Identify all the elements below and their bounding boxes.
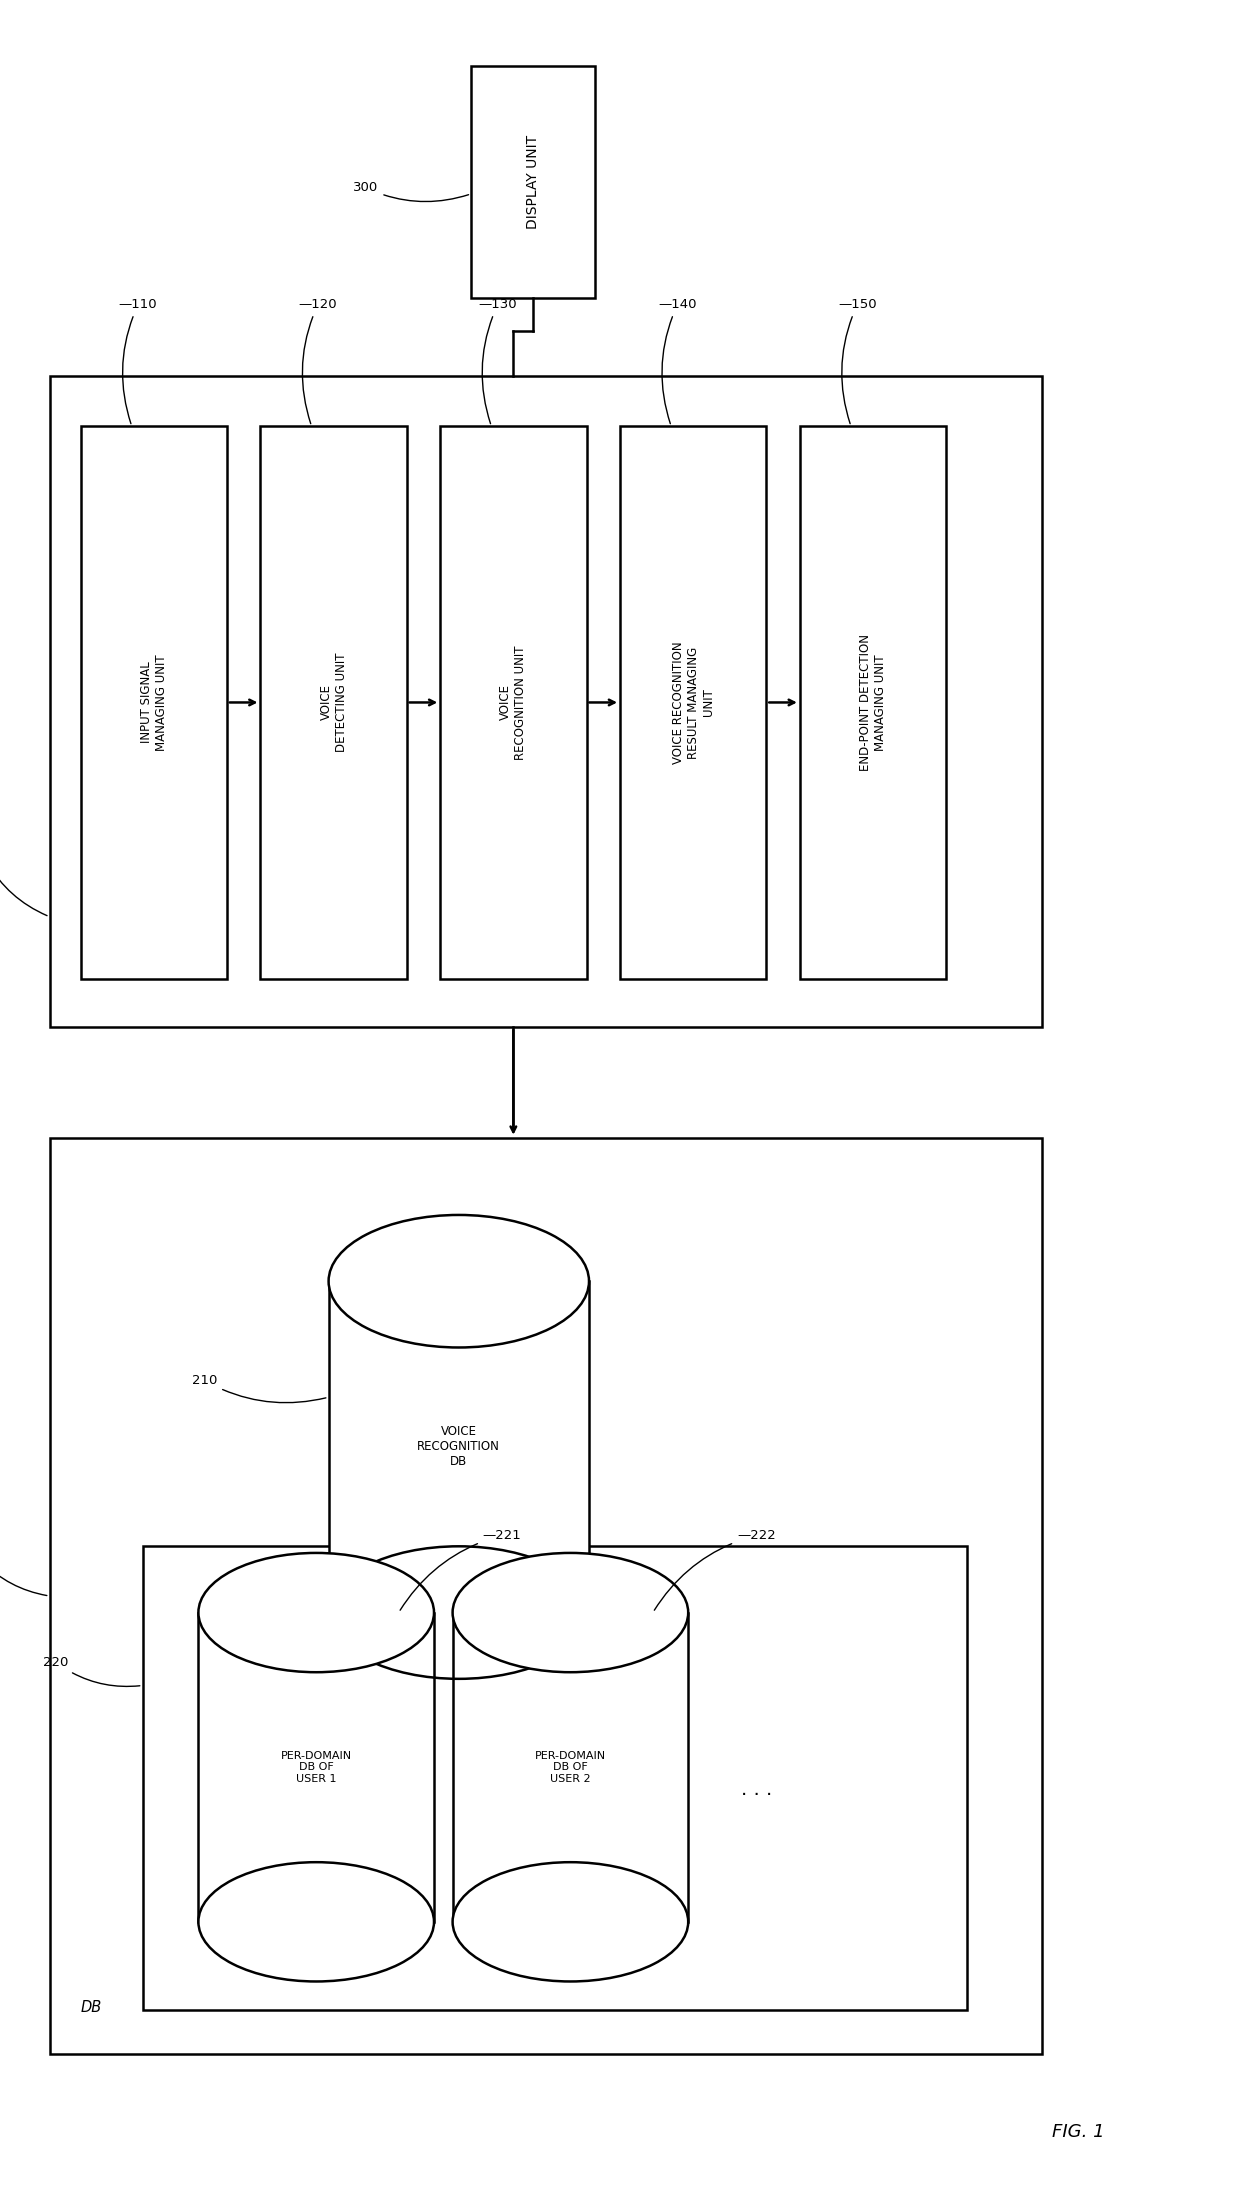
Ellipse shape	[453, 1553, 688, 1672]
FancyBboxPatch shape	[50, 376, 1042, 1027]
Text: PER-DOMAIN
DB OF
USER 1: PER-DOMAIN DB OF USER 1	[280, 1750, 352, 1785]
FancyBboxPatch shape	[260, 426, 407, 979]
Text: —222: —222	[655, 1529, 776, 1610]
Text: —140: —140	[658, 298, 697, 424]
Text: END-POINT DETECTION
MANAGING UNIT: END-POINT DETECTION MANAGING UNIT	[859, 634, 887, 771]
Text: 300: 300	[353, 181, 469, 201]
FancyBboxPatch shape	[440, 426, 587, 979]
Text: —221: —221	[401, 1529, 522, 1610]
FancyBboxPatch shape	[800, 426, 946, 979]
Text: . . .: . . .	[740, 1780, 773, 1798]
Text: —120: —120	[299, 298, 337, 424]
Text: —110: —110	[119, 298, 157, 424]
Text: 220: 220	[43, 1657, 140, 1685]
Text: VOICE
RECOGNITION UNIT: VOICE RECOGNITION UNIT	[500, 645, 527, 760]
Text: VOICE
RECOGNITION
DB: VOICE RECOGNITION DB	[418, 1425, 500, 1469]
FancyBboxPatch shape	[620, 426, 766, 979]
Text: —150: —150	[838, 298, 877, 424]
Text: DISPLAY UNIT: DISPLAY UNIT	[526, 135, 541, 230]
FancyBboxPatch shape	[198, 1613, 434, 1922]
Text: FIG. 1: FIG. 1	[1053, 2123, 1105, 2141]
Text: INPUT SIGNAL
MANAGING UNIT: INPUT SIGNAL MANAGING UNIT	[140, 654, 167, 751]
Ellipse shape	[329, 1215, 589, 1347]
FancyBboxPatch shape	[471, 66, 595, 298]
Text: 200: 200	[0, 1544, 47, 1595]
Text: DB: DB	[81, 1999, 102, 2015]
FancyBboxPatch shape	[143, 1546, 967, 2010]
FancyBboxPatch shape	[81, 426, 227, 979]
FancyBboxPatch shape	[453, 1613, 688, 1922]
Ellipse shape	[198, 1553, 434, 1672]
Text: PER-DOMAIN
DB OF
USER 2: PER-DOMAIN DB OF USER 2	[534, 1750, 606, 1785]
Ellipse shape	[198, 1862, 434, 1981]
Text: 100: 100	[0, 844, 47, 917]
Ellipse shape	[329, 1546, 589, 1679]
Text: VOICE
DETECTING UNIT: VOICE DETECTING UNIT	[320, 652, 347, 753]
FancyBboxPatch shape	[50, 1138, 1042, 2054]
Text: VOICE RECOGNITION
RESULT MANAGING
UNIT: VOICE RECOGNITION RESULT MANAGING UNIT	[672, 641, 714, 764]
Ellipse shape	[453, 1862, 688, 1981]
Text: 210: 210	[192, 1374, 326, 1403]
Text: —130: —130	[479, 298, 517, 424]
FancyBboxPatch shape	[329, 1281, 589, 1613]
